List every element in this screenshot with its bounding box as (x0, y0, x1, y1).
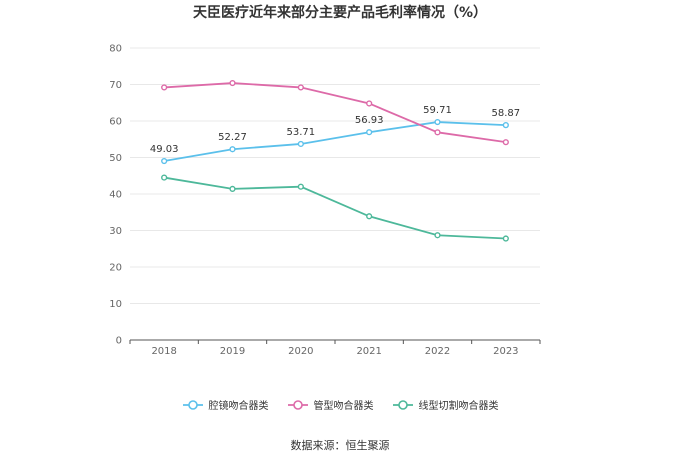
legend-symbol (392, 399, 413, 410)
data-point (161, 157, 168, 165)
data-label: 53.71 (287, 127, 316, 138)
y-tick-label: 50 (109, 153, 122, 164)
x-tick-label: 2018 (151, 346, 176, 357)
y-tick-label: 40 (109, 190, 122, 201)
x-tick-label: 2019 (220, 346, 245, 357)
legend-marker (187, 399, 198, 410)
legend-item[interactable]: 管型吻合器类 (287, 397, 374, 412)
y-tick-label: 20 (109, 263, 122, 274)
data-point (161, 84, 168, 91)
legend-item[interactable]: 腔镜吻合器类 (182, 397, 269, 412)
data-point (434, 129, 441, 136)
data-point (366, 100, 373, 107)
legend-label: 管型吻合器类 (313, 401, 374, 412)
data-point (366, 213, 373, 220)
x-tick-label: 2023 (493, 346, 518, 357)
source-note: 数据来源：恒生聚源 (290, 439, 390, 452)
data-point (366, 129, 373, 136)
legend-label: 线型切割吻合器类 (418, 401, 499, 412)
data-label: 52.27 (218, 132, 247, 143)
data-label: 59.71 (423, 105, 452, 116)
legend-item[interactable]: 线型切割吻合器类 (392, 397, 499, 412)
data-point (161, 174, 168, 181)
legend-symbol (182, 399, 203, 410)
y-tick-label: 0 (116, 336, 122, 347)
x-tick-label: 2021 (356, 346, 381, 357)
data-point (229, 79, 236, 87)
data-point (229, 185, 236, 192)
series-line (164, 121, 506, 162)
data-point (502, 139, 509, 146)
y-tick-label: 70 (109, 80, 122, 91)
legend-marker (397, 399, 408, 410)
data-point (297, 140, 304, 148)
data-label: 56.93 (355, 115, 384, 126)
series-line (164, 176, 506, 240)
legend: 腔镜吻合器类 管型吻合器类 线型切割吻合器类 (0, 397, 680, 412)
y-tick-label: 10 (109, 299, 122, 310)
data-label: 49.03 (150, 144, 179, 155)
data-label: 58.87 (492, 108, 521, 119)
chart-title: 天臣医疗近年来部分主要产品毛利率情况（%） (192, 5, 488, 21)
data-point (297, 84, 304, 91)
legend-label: 腔镜吻合器类 (208, 401, 269, 412)
data-point (297, 183, 304, 190)
data-point (229, 146, 236, 153)
legend-symbol (287, 399, 308, 410)
y-tick-label: 30 (109, 226, 122, 237)
data-point (434, 118, 441, 126)
legend-marker (292, 399, 303, 410)
data-point (502, 122, 509, 129)
x-tick-label: 2022 (425, 346, 450, 357)
data-point (502, 235, 509, 242)
x-tick-label: 2020 (288, 346, 313, 357)
y-tick-label: 60 (109, 117, 122, 128)
y-tick-label: 80 (109, 44, 122, 55)
data-point (434, 232, 441, 239)
series-line (164, 82, 506, 144)
